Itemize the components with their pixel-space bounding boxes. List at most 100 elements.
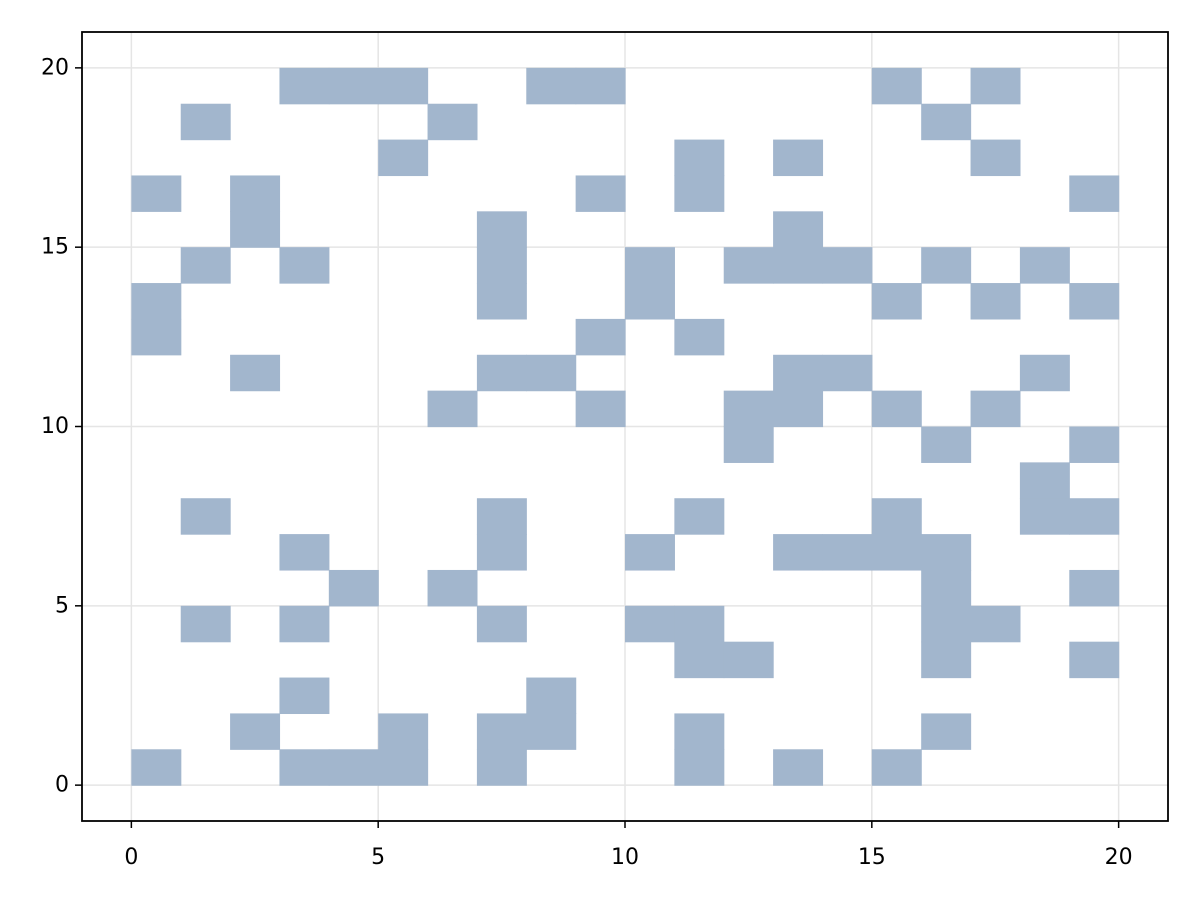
y-axis-tick-labels: 0 5 10 15 20 <box>41 55 69 797</box>
x-axis-tick-labels: 0 5 10 15 20 <box>124 845 1132 870</box>
heatmap-cell <box>378 67 429 105</box>
heatmap-cell <box>723 426 774 463</box>
heatmap-cell <box>279 605 330 643</box>
heatmap-cell <box>1069 175 1120 212</box>
heatmap-cell <box>575 67 626 105</box>
heatmap-cell <box>871 67 922 105</box>
y-tick-label: 15 <box>41 235 69 260</box>
heatmap-cell <box>131 283 182 320</box>
heatmap-cell <box>970 283 1021 320</box>
y-tick-label: 0 <box>55 773 69 798</box>
heatmap-cell <box>674 175 725 212</box>
heatmap-cell <box>773 247 824 284</box>
heatmap-cell <box>230 354 281 392</box>
heatmap-cell <box>871 498 922 535</box>
heatmap-cell <box>773 354 824 392</box>
heatmap-cell <box>921 569 972 607</box>
heatmap-cell <box>921 247 972 284</box>
heatmap-cell <box>921 605 972 643</box>
heatmap-cell <box>476 534 527 571</box>
heatmap-cell <box>378 713 429 750</box>
heatmap-cell <box>970 139 1021 177</box>
heatmap-cell <box>674 498 725 535</box>
heatmap-cell <box>1069 283 1120 320</box>
heatmap-cell <box>476 498 527 535</box>
heatmap-cell <box>625 283 675 320</box>
heatmap-cell <box>1069 426 1120 463</box>
heatmap-cell <box>674 318 725 356</box>
heatmap-cell <box>871 283 922 320</box>
y-tick-label: 20 <box>41 55 69 80</box>
heatmap-cell <box>1069 569 1120 607</box>
heatmap-cell <box>625 605 675 643</box>
heatmap-cell <box>279 534 330 571</box>
heatmap-cell <box>822 247 873 284</box>
heatmap-cell <box>674 139 725 177</box>
heatmap-cell <box>1019 462 1070 499</box>
heatmap-cell <box>180 605 231 643</box>
heatmap-cell <box>378 749 429 786</box>
heatmap-cell <box>773 390 824 428</box>
heatmap-cell <box>1019 247 1070 284</box>
heatmap-cell <box>674 641 725 679</box>
heatmap-cell <box>180 498 231 535</box>
heatmap-cell <box>674 713 725 750</box>
heatmap-cell <box>328 569 379 607</box>
heatmap-cell <box>674 749 725 786</box>
heatmap-cell <box>427 569 478 607</box>
heatmap-cell <box>328 749 379 786</box>
heatmap-cell <box>723 641 774 679</box>
heatmap-cell <box>230 713 281 750</box>
heatmap-cell <box>773 534 824 571</box>
axis-ticks <box>75 67 1120 828</box>
heatmap-cell <box>476 713 527 750</box>
heatmap-cell <box>871 390 922 428</box>
heatmap-cell <box>427 103 478 141</box>
x-tick-label: 0 <box>124 845 138 870</box>
heatmap-cell <box>921 103 972 141</box>
heatmap-cell <box>476 605 527 643</box>
heatmap-cell <box>575 175 626 212</box>
heatmap-cell <box>230 211 281 248</box>
heatmap-cell <box>674 605 725 643</box>
heatmap-cell <box>921 426 972 463</box>
heatmap-cell <box>1069 498 1120 535</box>
heatmap-cell <box>180 103 231 141</box>
heatmap-cell <box>822 354 873 392</box>
heatmap-cell <box>378 139 429 177</box>
heatmap-cell <box>131 318 182 356</box>
heatmap-cell <box>625 534 675 571</box>
x-tick-label: 5 <box>371 845 385 870</box>
heatmap-cell <box>526 713 577 750</box>
heatmap-cell <box>328 67 379 105</box>
heatmap-cell <box>773 749 824 786</box>
heatmap-cell <box>279 67 330 105</box>
heatmap-cell <box>279 247 330 284</box>
heatmap-cell <box>921 641 972 679</box>
heatmap-cell <box>476 749 527 786</box>
heatmap-cell <box>625 247 675 284</box>
heatmap-cell <box>773 139 824 177</box>
heatmap-cell <box>822 534 873 571</box>
heatmap-cell <box>427 390 478 428</box>
heatmap-cell <box>970 390 1021 428</box>
heatmap-cell <box>230 175 281 212</box>
heatmap-cell <box>476 354 527 392</box>
heatmap-cell <box>970 67 1021 105</box>
y-tick-label: 10 <box>41 414 69 439</box>
heatmap-cell <box>526 677 577 715</box>
heatmap-cell <box>723 247 774 284</box>
heatmap-cell <box>131 175 182 212</box>
heatmap-cell <box>921 713 972 750</box>
heatmap-cell <box>970 605 1021 643</box>
x-tick-label: 15 <box>858 845 886 870</box>
heatmap-cell <box>279 749 330 786</box>
heatmap-cell <box>131 749 182 786</box>
heatmap-cell <box>180 247 231 284</box>
heatmap-cells <box>131 67 1120 786</box>
heatmap-cell <box>773 211 824 248</box>
heatmap-cell <box>575 318 626 356</box>
y-tick-label: 5 <box>55 593 69 618</box>
x-tick-label: 20 <box>1105 845 1133 870</box>
